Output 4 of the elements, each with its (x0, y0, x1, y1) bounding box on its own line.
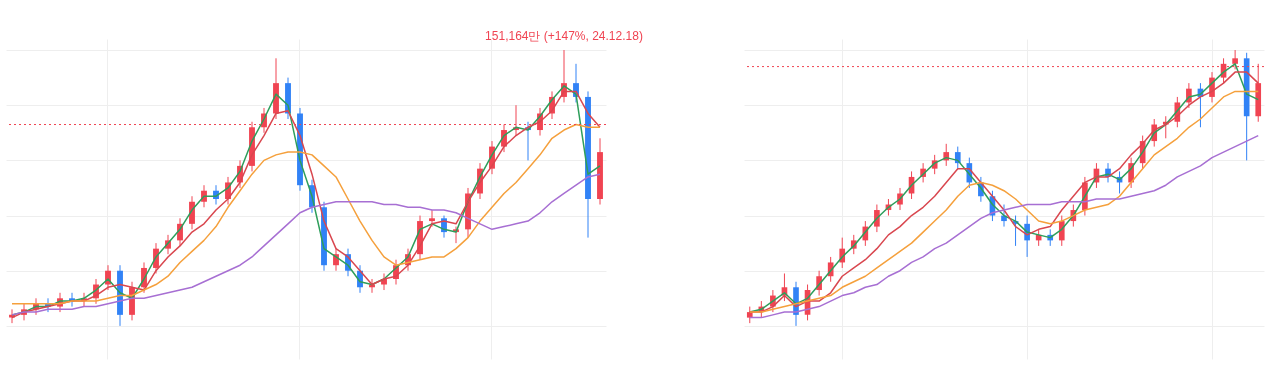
candlestick (874, 204, 880, 233)
candlestick (429, 209, 435, 228)
candlestick (189, 195, 195, 230)
text: 151,164만 (+147%, 24.12.18) (485, 29, 643, 44)
